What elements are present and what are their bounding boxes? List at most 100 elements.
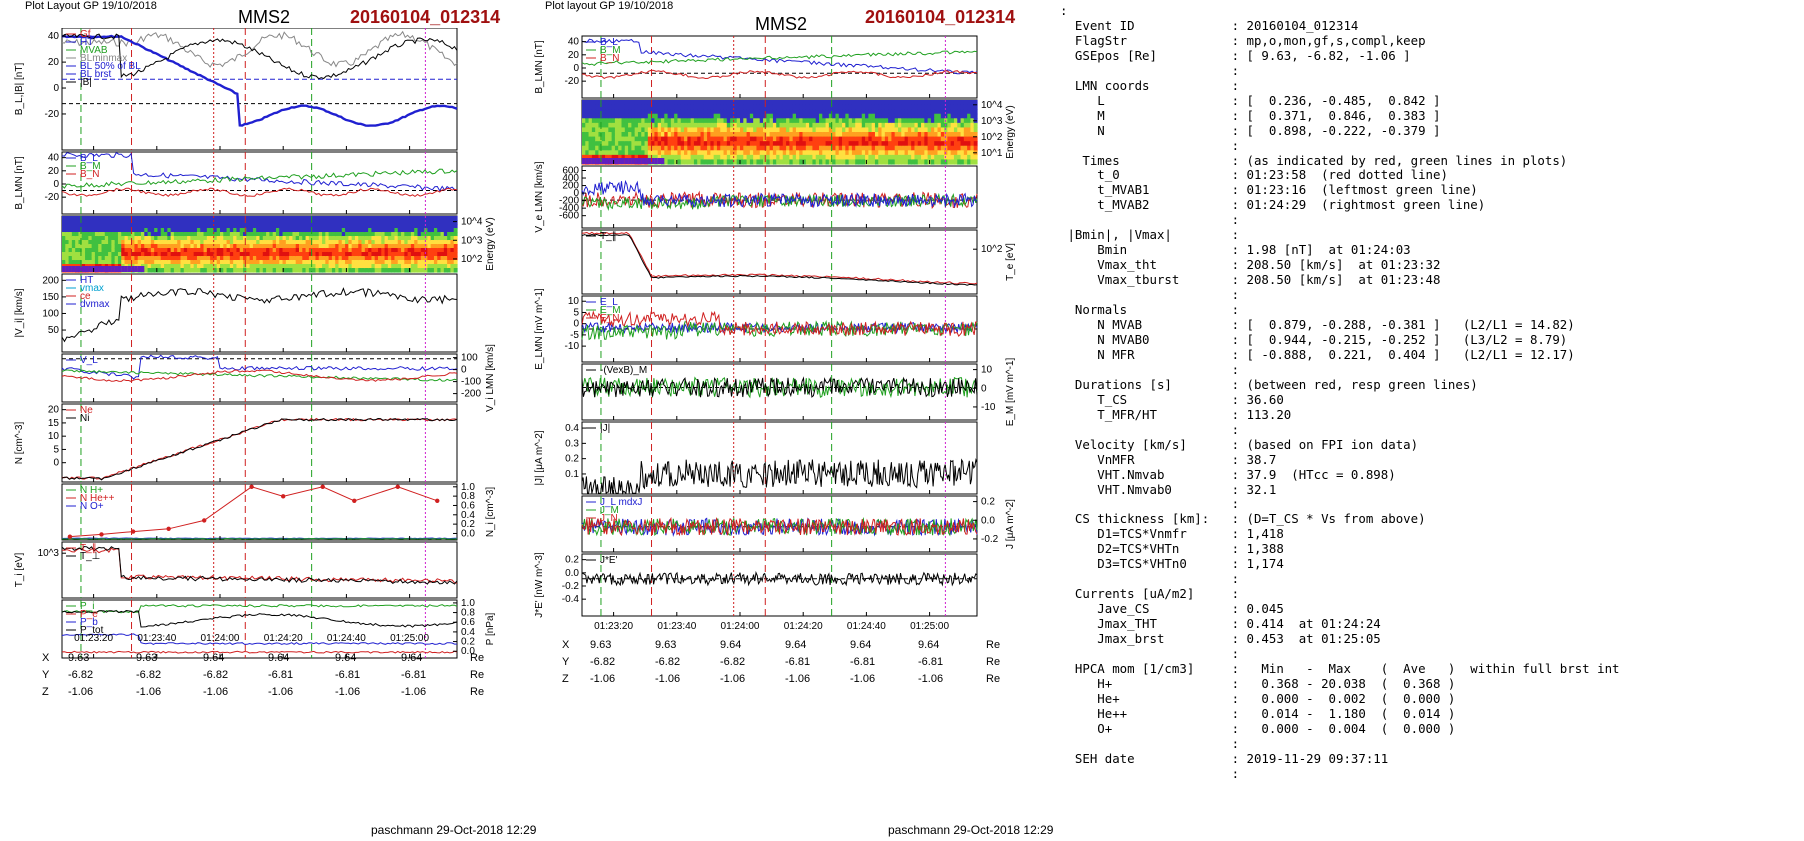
right-tick-label: 0.0 [461, 646, 475, 657]
spectrogram-cell [779, 141, 784, 147]
spectrogram-cell [210, 236, 215, 241]
coord-value: -1.06 [401, 686, 427, 698]
spectrogram-cell [440, 232, 445, 237]
spectrogram-cell [769, 154, 774, 161]
spectrogram-cell [196, 252, 201, 257]
spectrogram-cell [605, 118, 609, 124]
spectrogram-cell [776, 145, 781, 151]
spectrogram-cell [325, 264, 330, 269]
spectrogram-cell [812, 118, 817, 124]
spectrogram-cell [131, 244, 136, 249]
spectrogram-cell [861, 141, 866, 147]
spectrogram-cell [631, 158, 635, 164]
spectrogram-cell [740, 154, 744, 161]
spectrogram-cell [450, 268, 455, 273]
spectrogram-cell [878, 159, 883, 165]
spectrogram-cell [216, 224, 221, 229]
spectrogram-cell [907, 118, 912, 124]
spectrogram-cell [621, 154, 626, 161]
spectrogram-cell [164, 228, 168, 233]
spectrogram-cell [716, 109, 721, 115]
spectrogram-cell [726, 104, 731, 110]
spectrogram-cell [141, 248, 145, 253]
spectrogram-cell [249, 256, 254, 261]
spectrogram-cell [647, 158, 652, 164]
spectrogram-cell [740, 100, 744, 106]
spectrogram-cell [328, 248, 333, 253]
spectrogram-cell [644, 122, 649, 129]
spectrogram-cell [582, 132, 586, 138]
spectrogram-cell [302, 236, 307, 241]
spectrogram-cell [809, 150, 814, 156]
spectrogram-cell [127, 256, 132, 261]
spectrogram-cell [608, 136, 613, 142]
middle-footer: paschmann 29-Oct-2018 12:29 [888, 823, 1054, 837]
spectrogram-cell [680, 109, 685, 115]
spectrogram-cell [81, 228, 86, 233]
spectrogram-cell [295, 260, 300, 265]
spectrogram-cell [85, 266, 89, 272]
spectrogram-cell [358, 264, 363, 269]
spectrogram-cell [789, 127, 794, 133]
spectrogram-cell [894, 100, 899, 106]
spectrogram-cell [141, 244, 145, 249]
spectrogram-cell [361, 224, 366, 229]
spectrogram-cell [878, 154, 883, 161]
spectrogram-cell [144, 220, 149, 225]
spectrogram-cell [223, 260, 228, 265]
panel-frame [581, 553, 978, 617]
summary-line: VnMFR : 38.7 [1060, 451, 1277, 467]
spectrogram-cell [160, 224, 165, 229]
spectrogram-cell [730, 136, 735, 142]
spectrogram-cell [206, 244, 211, 249]
spectrogram-cell [236, 268, 241, 273]
spectrogram-cell [193, 256, 198, 261]
legend-entry: N H+ [80, 485, 103, 496]
spectrogram-cell [595, 154, 600, 161]
spectrogram-cell [104, 216, 109, 221]
spectrogram-cell [884, 113, 889, 119]
spectrogram-cell [855, 150, 860, 156]
spectrogram-cell [279, 260, 284, 265]
spectrogram-cell [121, 266, 125, 272]
spectrogram-cell [726, 150, 731, 156]
spectrogram-cell [769, 100, 774, 106]
spectrogram-cell [917, 104, 922, 110]
spectrogram-cell [206, 268, 211, 273]
spectrogram-cell [782, 109, 787, 115]
spectrogram-cell [707, 127, 711, 133]
spectrogram-cell [940, 127, 945, 133]
spectrogram-cell [401, 236, 405, 241]
spectrogram-cell [878, 150, 883, 156]
spectrogram-cell [838, 141, 843, 147]
spectrogram-cell [325, 220, 330, 225]
coord-value: -6.82 [720, 656, 746, 668]
spectrogram-cell [85, 248, 89, 253]
spectrogram-cell [601, 154, 606, 161]
spectrogram-cell [206, 256, 211, 261]
y-axis-label: E_LMN [mV m^-1] [534, 288, 545, 370]
spectrogram-cell [661, 118, 665, 124]
spectrogram-cell [318, 252, 323, 257]
spectrogram-cell [295, 244, 300, 249]
spectrogram-cell [134, 244, 139, 249]
spectrogram-cell [819, 154, 823, 161]
spectrogram-cell [766, 109, 771, 115]
spectrogram-cell [940, 145, 945, 151]
spectrogram-cell [150, 228, 155, 233]
spectrogram-cell [595, 109, 600, 115]
spectrogram-cell [937, 122, 942, 129]
spectrogram-cell [651, 136, 656, 142]
spectrogram-cell [430, 260, 435, 265]
spectrogram-cell [786, 154, 790, 161]
y-tick-label: -20 [45, 109, 60, 120]
spectrogram-cell [239, 248, 244, 253]
spectrogram-cell [121, 216, 126, 221]
spectrogram-cell [384, 228, 389, 233]
spectrogram-cell [381, 228, 386, 233]
spectrogram-cell [216, 256, 221, 261]
spectrogram-cell [68, 232, 73, 237]
spectrogram-cell [605, 127, 609, 133]
spectrogram-cell [285, 252, 290, 257]
spectrogram-cell [746, 154, 751, 161]
